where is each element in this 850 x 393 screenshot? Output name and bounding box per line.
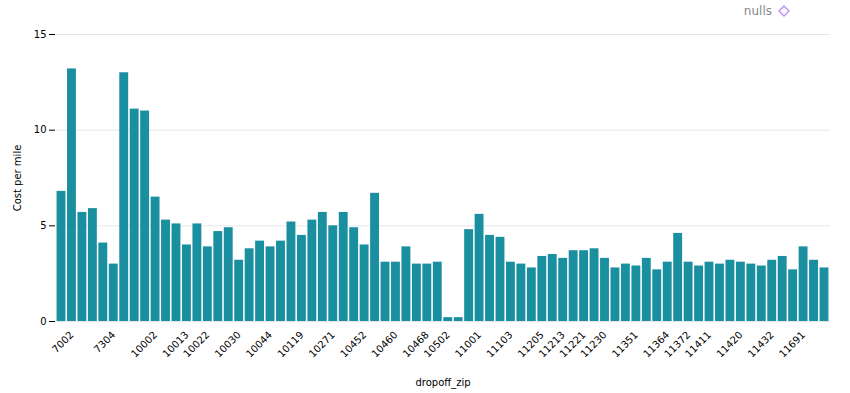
- svg-text:11213: 11213: [536, 329, 567, 360]
- svg-text:10: 10: [34, 124, 47, 135]
- svg-text:10452: 10452: [338, 329, 368, 359]
- svg-text:10013: 10013: [160, 329, 191, 360]
- svg-text:7002: 7002: [50, 329, 76, 355]
- svg-text:10119: 10119: [275, 329, 305, 359]
- svg-text:11001: 11001: [453, 329, 483, 359]
- svg-text:11351: 11351: [610, 329, 640, 359]
- svg-text:11103: 11103: [484, 329, 514, 359]
- svg-text:11420: 11420: [714, 329, 744, 359]
- svg-text:11230: 11230: [578, 329, 608, 359]
- svg-text:10502: 10502: [422, 329, 452, 359]
- svg-text:10468: 10468: [400, 329, 431, 360]
- svg-text:11221: 11221: [557, 329, 588, 360]
- svg-text:11432: 11432: [746, 329, 776, 359]
- svg-text:5: 5: [40, 220, 46, 231]
- svg-text:11691: 11691: [777, 329, 807, 359]
- svg-text:10044: 10044: [244, 329, 274, 359]
- svg-text:10002: 10002: [129, 329, 159, 359]
- svg-text:11411: 11411: [683, 329, 713, 359]
- html-text:nulls: nulls: [743, 4, 772, 18]
- svg-text:11205: 11205: [515, 329, 546, 360]
- svg-text:Cost per mile: Cost per mile: [12, 145, 23, 212]
- svg-text:11364: 11364: [641, 329, 672, 360]
- svg-text:0: 0: [40, 316, 46, 327]
- svg-text:11372: 11372: [662, 329, 693, 360]
- svg-text:10022: 10022: [181, 329, 211, 359]
- svg-text:10460: 10460: [369, 329, 399, 359]
- svg-text:7304: 7304: [92, 329, 118, 355]
- svg-text:10271: 10271: [307, 329, 337, 359]
- svg-text:15: 15: [34, 29, 47, 40]
- svg-text:10030: 10030: [213, 329, 243, 359]
- svg-text:dropoff_zip: dropoff_zip: [415, 377, 470, 389]
